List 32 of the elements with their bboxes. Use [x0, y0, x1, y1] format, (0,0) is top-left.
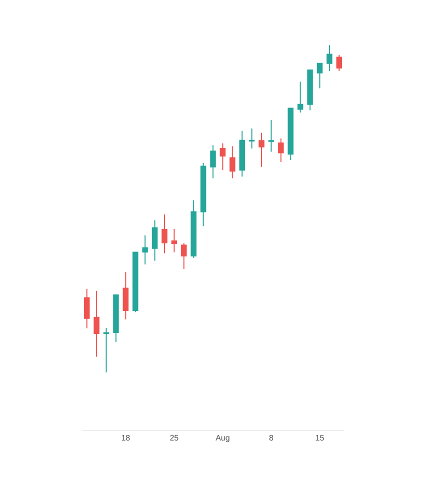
x-tick-label: 8 [268, 434, 274, 443]
candlestick [336, 54, 342, 72]
candlestick [200, 162, 206, 227]
candlestick [113, 294, 119, 342]
candlestick [307, 69, 313, 111]
candlestick [132, 252, 138, 313]
candlestick [94, 290, 100, 358]
candlestick [326, 44, 332, 72]
candlestick [190, 200, 196, 258]
candlestick [297, 81, 304, 114]
candlestick [248, 128, 255, 150]
candlestick [258, 132, 264, 168]
candlestick [142, 234, 148, 265]
candlestick [152, 220, 158, 262]
x-tick-label: 18 [121, 434, 131, 443]
candlestick [278, 138, 284, 162]
candlestick [230, 146, 236, 179]
candlestick [220, 142, 226, 171]
candlestick [288, 108, 294, 160]
x-tick-label: 15 [315, 434, 325, 443]
candlestick [171, 228, 178, 253]
candlestick [103, 327, 110, 373]
candlestick [268, 120, 274, 152]
candlestick [162, 214, 168, 254]
candlestick [239, 130, 245, 178]
candlestick [210, 144, 216, 179]
candlestick [181, 242, 187, 270]
x-tick-label: Aug [216, 434, 230, 443]
candlestick [122, 271, 129, 320]
candlestick [84, 288, 90, 329]
candlestick [316, 62, 323, 89]
x-tick-label: 25 [170, 434, 180, 443]
